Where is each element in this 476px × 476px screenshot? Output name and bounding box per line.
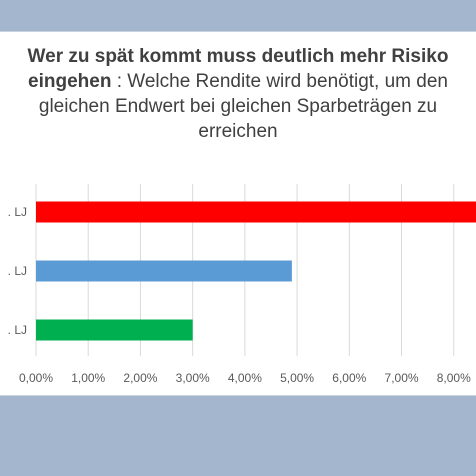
chart-title: Wer zu spät kommt muss deutlich mehr Ris… bbox=[0, 44, 476, 144]
chart-title-rest: : Welche Rendite wird benötigt, um den g… bbox=[38, 71, 448, 142]
category-labels: . LJ . LJ . LJ bbox=[8, 205, 27, 337]
x-tick-labels: 0,00% 1,00% 2,00% 3,00% 4,00% 5,00% 6,00% 7,00%… bbox=[19, 371, 471, 385]
bars bbox=[36, 201, 476, 341]
x-tick-label: 3,00% bbox=[176, 371, 210, 385]
x-tick-label: 6,00% bbox=[332, 371, 366, 385]
x-tick-label: 7,00% bbox=[385, 371, 419, 385]
x-tick-label: 5,00% bbox=[280, 371, 314, 385]
bar bbox=[36, 319, 193, 341]
category-label: . LJ bbox=[8, 205, 27, 219]
category-label: . LJ bbox=[8, 323, 27, 337]
bar bbox=[36, 201, 476, 223]
chart-title-bold: Wer zu spät kommt muss deutlich mehr Ris… bbox=[27, 46, 449, 92]
category-label: . LJ bbox=[8, 264, 27, 278]
x-tick-label: 0,00% bbox=[19, 371, 53, 385]
bar bbox=[36, 260, 292, 282]
x-tick-label: 4,00% bbox=[228, 371, 262, 385]
chart-panel: Wer zu spät kommt muss deutlich mehr Ris… bbox=[0, 31, 476, 396]
x-tick-label: 1,00% bbox=[71, 371, 105, 385]
x-tick-label: 2,00% bbox=[123, 371, 157, 385]
x-tick-label: 8,00% bbox=[437, 371, 471, 385]
bar-chart: . LJ . LJ . LJ 0,00% 1,00% 2,00% 3,00% 4,00% 5,… bbox=[8, 184, 476, 385]
